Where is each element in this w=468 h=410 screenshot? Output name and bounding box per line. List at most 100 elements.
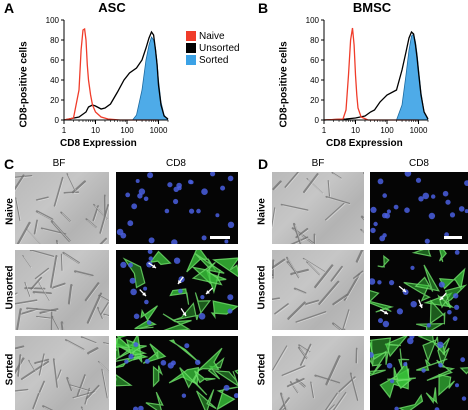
panel-label-c: C (4, 156, 15, 172)
cell-halo (328, 181, 331, 198)
cell (33, 219, 38, 235)
cell (355, 250, 364, 263)
x-tick-label: 10 (351, 126, 360, 135)
cell (32, 392, 40, 410)
cell-halo (39, 283, 51, 302)
nucleus (200, 295, 205, 300)
nucleus (133, 406, 139, 410)
row-label-unsorted-c: Unsorted (4, 265, 16, 310)
cell-halo (82, 337, 97, 345)
cell (15, 299, 38, 305)
cell-halo (62, 323, 65, 330)
cell-halo (87, 386, 100, 400)
nucleus (454, 304, 460, 310)
nucleus (396, 308, 403, 315)
nucleus (377, 178, 384, 185)
nucleus (189, 208, 195, 214)
cell-halo (89, 349, 99, 355)
cell-halo (274, 182, 282, 191)
cell-halo (40, 354, 46, 376)
cd8-stained-cell (438, 250, 447, 263)
cell (38, 380, 45, 393)
nucleus (438, 363, 443, 368)
cell-halo (73, 182, 87, 194)
micrograph-d-cd8-sorted (370, 336, 468, 410)
nucleus (181, 393, 187, 398)
cell-halo (15, 300, 38, 306)
cell (26, 228, 42, 244)
cell-halo (36, 269, 50, 280)
nucleus (198, 313, 206, 320)
nucleus (201, 188, 208, 195)
nucleus (130, 288, 137, 296)
cd8-stained-cell (429, 299, 446, 325)
cd8-stained-cell (212, 257, 238, 278)
cd8-stained-cell (116, 374, 133, 387)
cell (24, 287, 46, 290)
cell (63, 191, 80, 194)
nucleus (453, 293, 459, 299)
row-label-naive-d: Naive (256, 198, 268, 225)
cell (86, 292, 103, 324)
nucleus (454, 250, 460, 255)
cell (327, 180, 331, 197)
nucleus (386, 362, 393, 369)
cell-halo (99, 362, 109, 373)
cell (42, 405, 54, 410)
cell-halo (16, 198, 22, 222)
nucleus (128, 353, 134, 360)
cell-halo (55, 178, 64, 207)
cell (53, 176, 64, 207)
cd8-stained-cell (168, 339, 201, 364)
row-label-sorted-d: Sorted (256, 353, 268, 386)
panel-label-d: D (258, 156, 269, 172)
legend-label-naive: Naive (199, 30, 225, 42)
cell (16, 308, 22, 330)
cell-halo (333, 173, 343, 180)
cd8-stained-cell (398, 348, 410, 370)
nucleus (160, 360, 167, 366)
cell (16, 221, 31, 244)
cell (100, 302, 109, 315)
cell-halo (52, 317, 60, 330)
x-tick-label: 100 (120, 126, 134, 135)
cell-halo (27, 309, 57, 313)
y-tick-label: 100 (306, 16, 320, 25)
cell (310, 381, 315, 399)
nucleus (407, 337, 414, 345)
cell-halo (104, 343, 109, 346)
cell (51, 315, 60, 330)
cell-halo (100, 205, 109, 234)
cell-halo (40, 382, 46, 394)
cd8-stained-cell (179, 367, 208, 396)
nucleus (131, 203, 138, 210)
cell-halo (15, 347, 25, 351)
cell (352, 270, 364, 279)
cd8-stained-cell (234, 369, 238, 375)
cell (32, 291, 52, 295)
cell-halo (301, 345, 312, 367)
cell-halo (307, 179, 324, 195)
nucleus (452, 316, 458, 321)
cd8-stained-cell (145, 391, 164, 410)
legend-label-sorted: Sorted (199, 54, 229, 66)
cell (280, 203, 309, 212)
legend-swatch-sorted (186, 55, 196, 65)
y-axis-title-asc: CD8-positive cells (18, 41, 30, 128)
cell-halo (64, 253, 81, 265)
nucleus (410, 265, 415, 270)
cell-halo (294, 237, 309, 244)
chart-title-asc: ASC (98, 0, 126, 15)
cell (64, 339, 85, 351)
nucleus (382, 320, 390, 328)
cell (332, 391, 347, 410)
y-tick-label: 100 (46, 16, 60, 25)
cd8-stained-cell (425, 387, 438, 405)
nucleus (120, 261, 127, 268)
cell-halo (15, 293, 19, 296)
row-label-naive-c: Naive (4, 198, 16, 225)
cell-halo (281, 394, 288, 410)
cd8-stained-cell (194, 292, 212, 316)
cd8-stained-cell (172, 302, 200, 321)
nucleus (428, 212, 436, 220)
